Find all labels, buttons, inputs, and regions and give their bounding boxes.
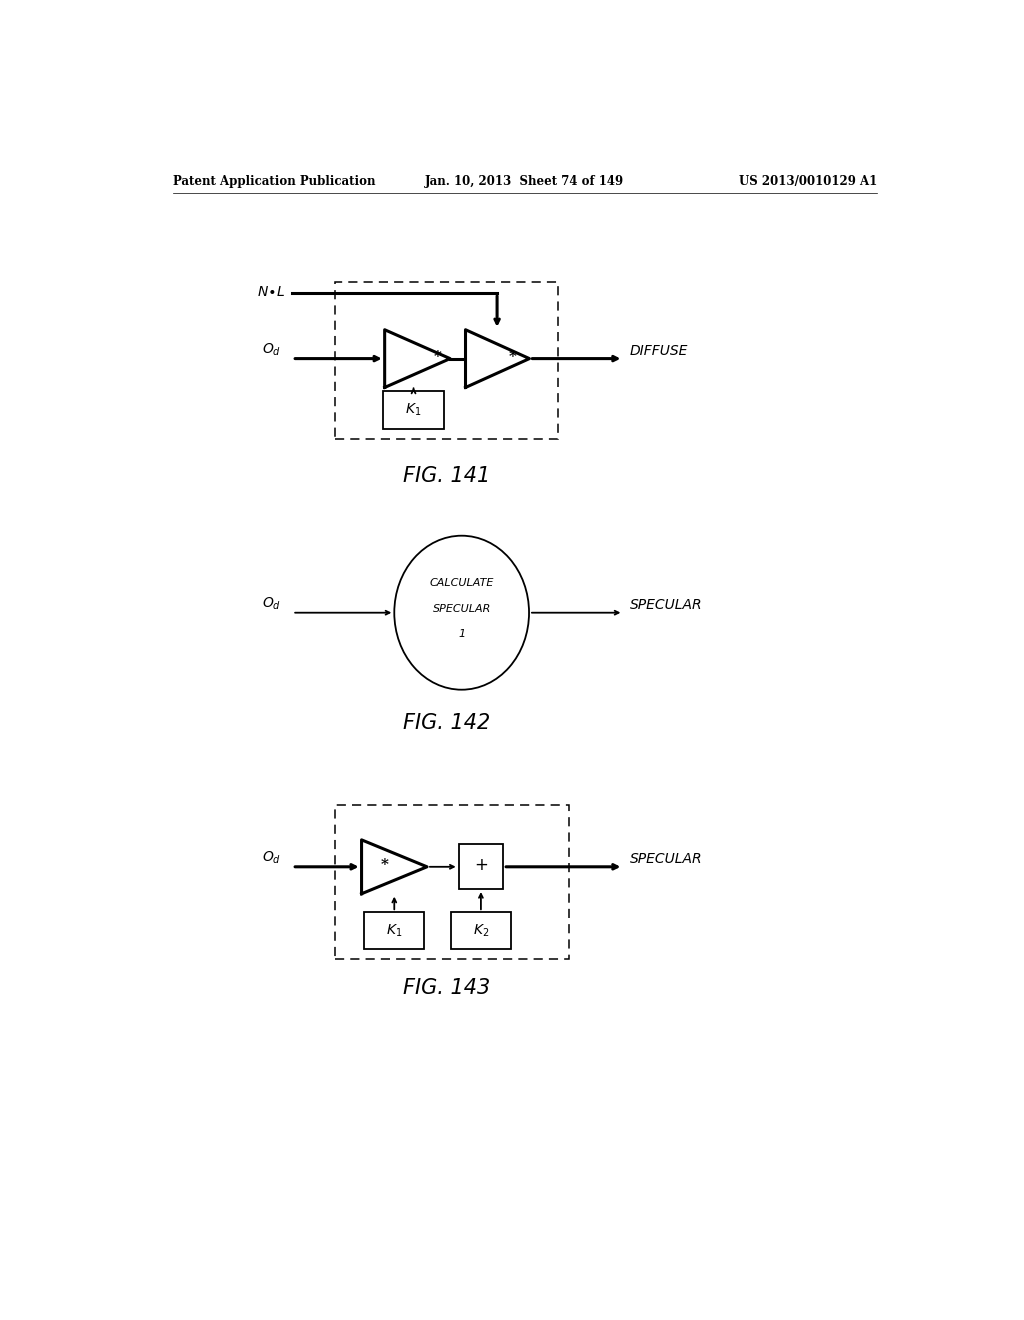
Text: SPECULAR: SPECULAR xyxy=(630,853,702,866)
Text: $K_2$: $K_2$ xyxy=(473,923,489,939)
Text: $O_d$: $O_d$ xyxy=(261,849,281,866)
Bar xyxy=(335,281,558,440)
Text: Jan. 10, 2013  Sheet 74 of 149: Jan. 10, 2013 Sheet 74 of 149 xyxy=(425,176,625,187)
Text: $O_d$: $O_d$ xyxy=(261,595,281,611)
Text: SPECULAR: SPECULAR xyxy=(630,598,702,612)
Text: *: * xyxy=(509,350,517,364)
Text: $O_d$: $O_d$ xyxy=(261,341,281,358)
Text: *: * xyxy=(381,858,388,873)
Text: Patent Application Publication: Patent Application Publication xyxy=(173,176,376,187)
Text: $K_1$: $K_1$ xyxy=(406,403,422,418)
Bar xyxy=(365,912,424,949)
Bar xyxy=(383,391,444,429)
Text: US 2013/0010129 A1: US 2013/0010129 A1 xyxy=(739,176,878,187)
Text: FIG. 142: FIG. 142 xyxy=(402,713,489,733)
Bar xyxy=(451,912,511,949)
Text: SPECULAR: SPECULAR xyxy=(432,603,490,614)
Ellipse shape xyxy=(394,536,529,689)
Text: FIG. 141: FIG. 141 xyxy=(402,466,489,486)
Bar xyxy=(335,805,569,960)
Text: CALCULATE: CALCULATE xyxy=(429,578,494,589)
Text: $N{\bullet}L$: $N{\bullet}L$ xyxy=(257,285,285,298)
Polygon shape xyxy=(385,330,451,388)
Text: *: * xyxy=(433,350,441,364)
Polygon shape xyxy=(361,840,427,894)
Bar xyxy=(459,845,503,890)
Text: $K_1$: $K_1$ xyxy=(386,923,402,939)
Text: 1: 1 xyxy=(458,630,465,639)
Polygon shape xyxy=(466,330,529,388)
Text: +: + xyxy=(474,857,487,874)
Text: DIFFUSE: DIFFUSE xyxy=(630,345,688,358)
Text: FIG. 143: FIG. 143 xyxy=(402,978,489,998)
